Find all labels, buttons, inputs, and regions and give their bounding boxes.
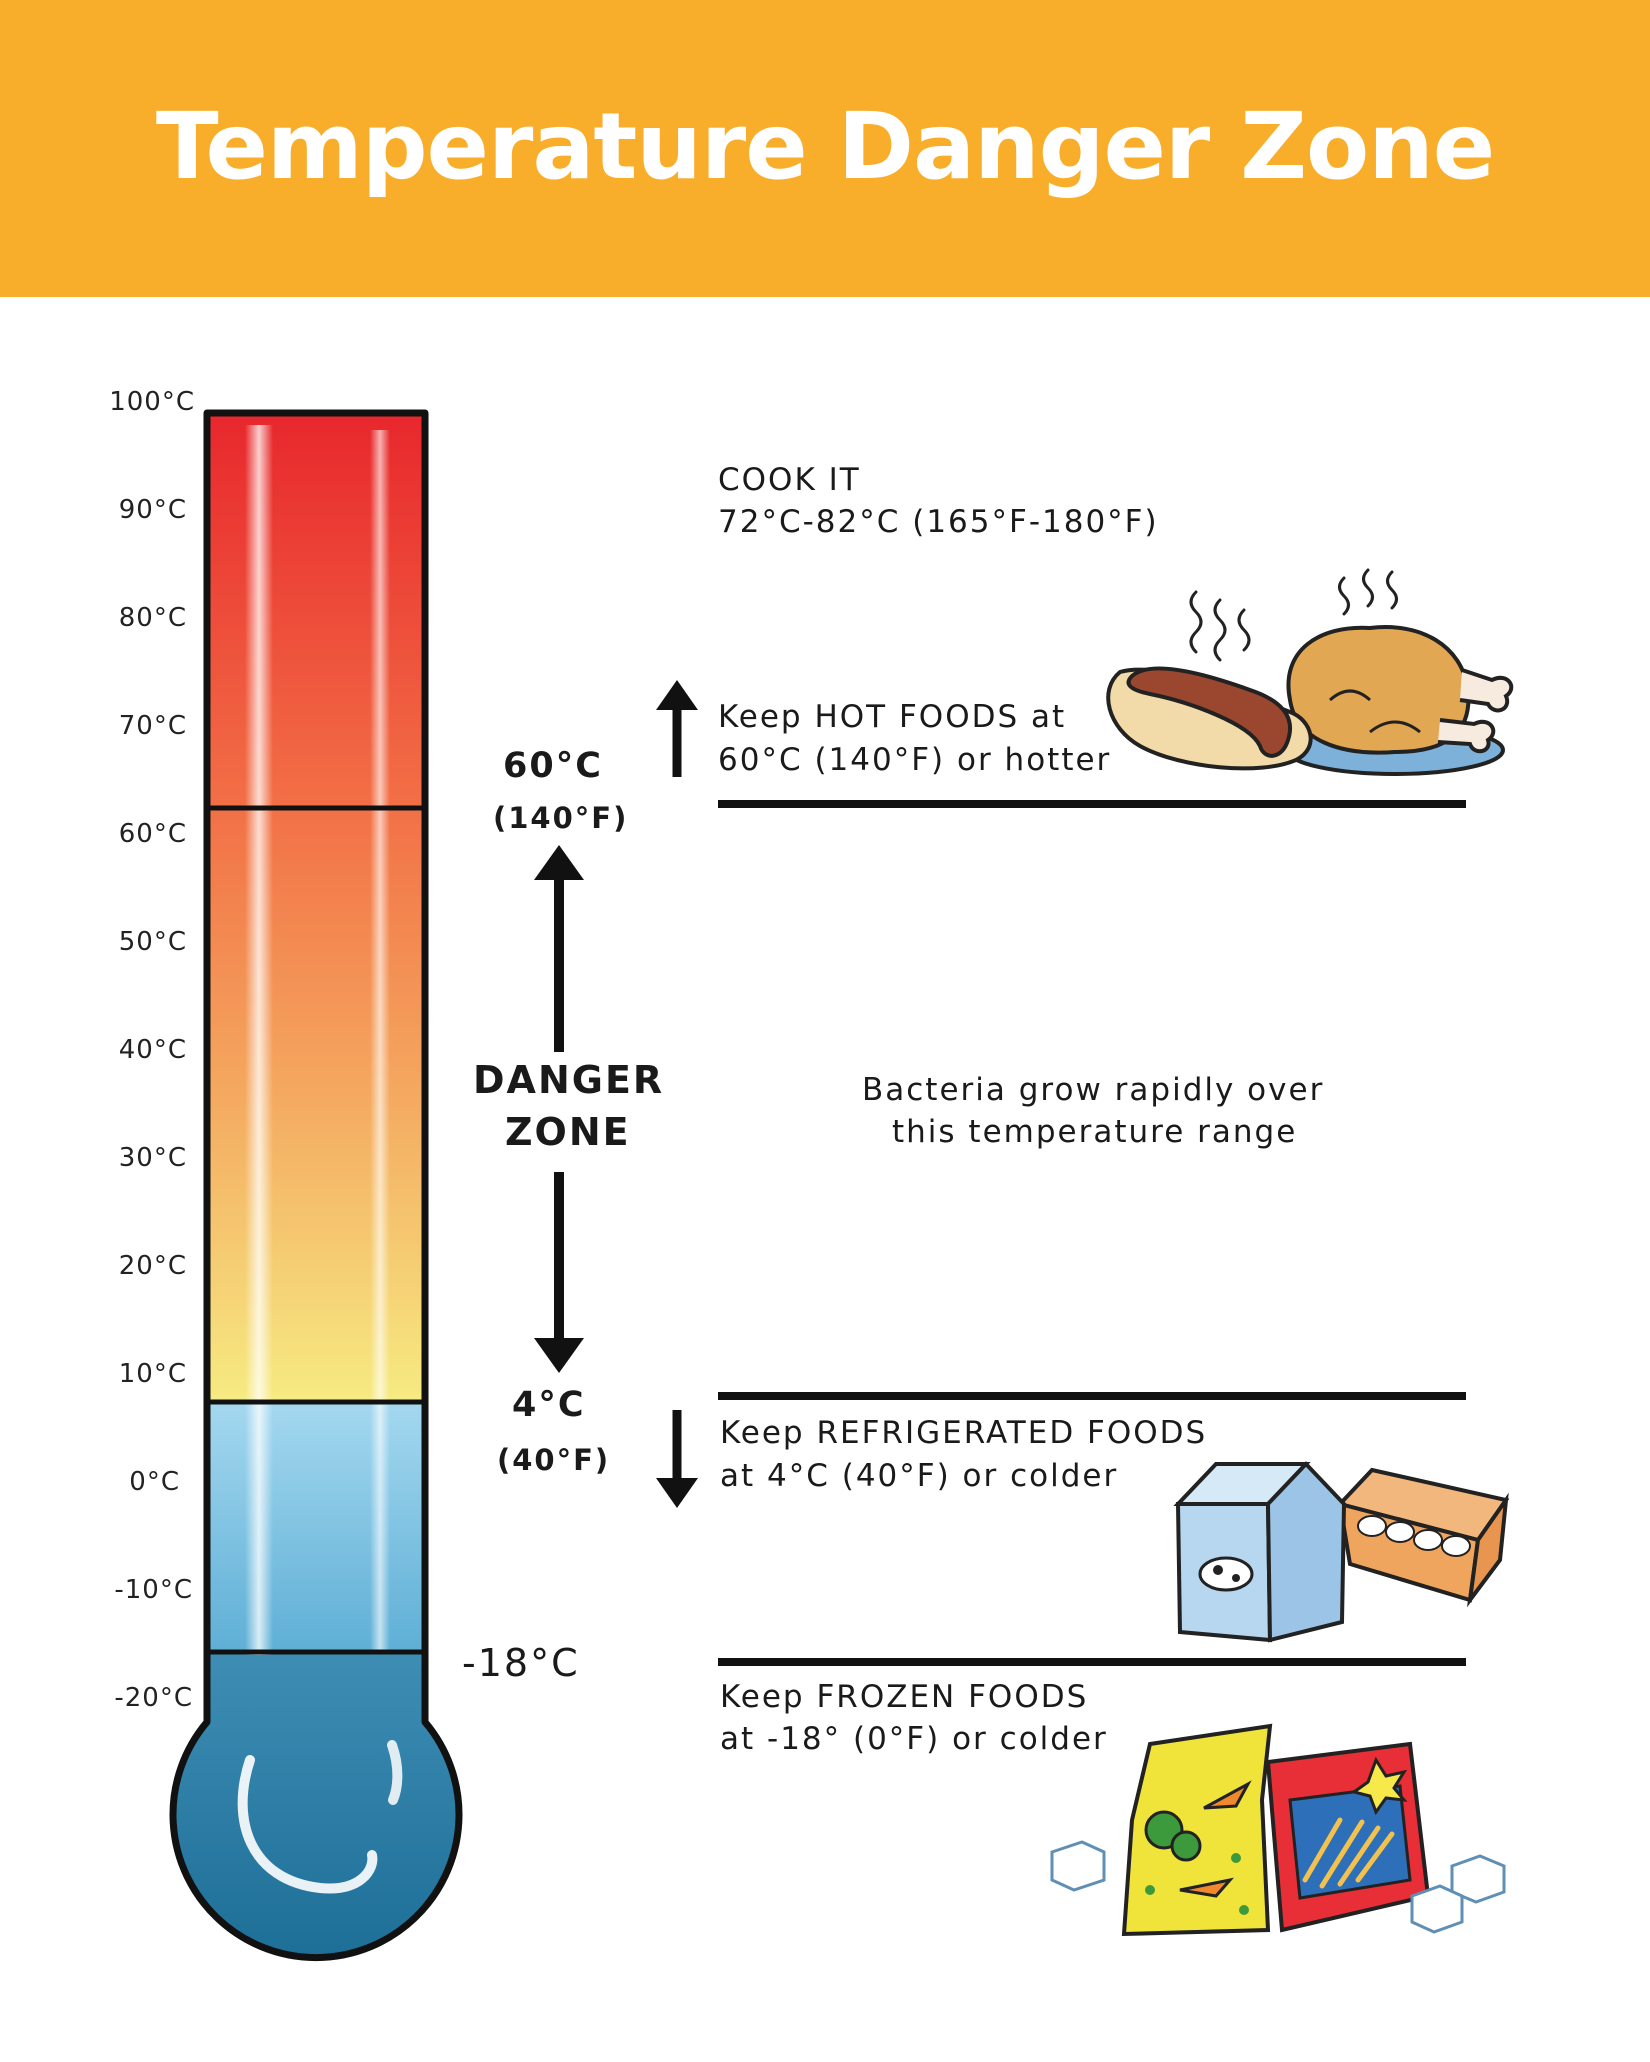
refrigerated-line2: at 4°C (40°F) or colder <box>720 1458 1119 1494</box>
scale-label-70: 70°C <box>118 711 187 741</box>
scale-label-60: 60°C <box>118 819 187 849</box>
milk-carton-icon <box>1173 1461 1347 1643</box>
scale-label-minus20: -20°C <box>114 1683 193 1713</box>
scale-label-90: 90°C <box>118 495 187 525</box>
scale-label-10: 10°C <box>118 1359 187 1389</box>
frozen-mark-label: -18°C <box>462 1641 580 1685</box>
bacteria-line1: Bacteria grow rapidly over <box>862 1072 1325 1108</box>
arrow-up-icon <box>534 845 584 880</box>
cold-arrow-down-icon <box>656 1478 698 1508</box>
scale-label-20: 20°C <box>118 1251 187 1281</box>
arrow-down-icon <box>534 1338 584 1373</box>
ice-cube-icon <box>1050 1840 1506 1934</box>
bacteria-line2: this temperature range <box>892 1114 1298 1150</box>
frozen-line2: at -18° (0°F) or colder <box>720 1721 1108 1757</box>
hot-foods-illustration <box>1106 568 1514 776</box>
roast-chicken-icon <box>1285 625 1514 776</box>
thermometer <box>169 409 463 1962</box>
scale-label-80: 80°C <box>118 603 187 633</box>
hot-arrow-up-icon <box>656 680 698 710</box>
thermometer-cold-section <box>207 1402 425 1652</box>
steam-icon <box>1189 568 1398 662</box>
danger-zone-label-line1: DANGER <box>473 1058 665 1102</box>
thermometer-danger-section <box>207 808 425 1402</box>
scale-label-minus10: -10°C <box>114 1575 193 1605</box>
danger-zone-label-line2: ZONE <box>505 1110 631 1154</box>
frozen-line1: Keep FROZEN FOODS <box>720 1679 1089 1715</box>
egg-carton-icon <box>1336 1467 1510 1608</box>
lower-limit-fahrenheit: (40°F) <box>497 1443 611 1477</box>
page-title: Temperature Danger Zone <box>155 93 1495 200</box>
upper-limit-celsius: 60°C <box>503 746 603 786</box>
hot-foods-line1: Keep HOT FOODS at <box>718 699 1067 735</box>
thermometer-hot-section <box>207 413 425 808</box>
danger-zone-arrows <box>534 680 698 1508</box>
upper-limit-fahrenheit: (140°F) <box>493 801 629 835</box>
cook-label: COOK IT <box>718 462 861 498</box>
thermometer-bulb <box>172 1652 459 1958</box>
frozen-vegetables-bag-icon <box>1121 1723 1273 1937</box>
scale-label-30: 30°C <box>118 1143 187 1173</box>
frozen-foods-illustration <box>1050 1723 1506 1937</box>
refrigerated-foods-illustration <box>1173 1461 1510 1643</box>
header-banner: Temperature Danger Zone <box>0 0 1650 297</box>
frozen-fries-bag-icon <box>1265 1741 1431 1933</box>
lower-limit-celsius: 4°C <box>512 1385 586 1425</box>
scale-label-50: 50°C <box>118 927 187 957</box>
scale-label-40: 40°C <box>118 1035 187 1065</box>
cook-range: 72°C-82°C (165°F-180°F) <box>718 504 1159 540</box>
scale-label-100: 100°C <box>109 387 195 417</box>
scale-label-0: 0°C <box>129 1467 180 1497</box>
hot-dog-icon <box>1106 666 1313 771</box>
refrigerated-line1: Keep REFRIGERATED FOODS <box>720 1415 1208 1451</box>
hot-foods-line2: 60°C (140°F) or hotter <box>718 742 1112 778</box>
